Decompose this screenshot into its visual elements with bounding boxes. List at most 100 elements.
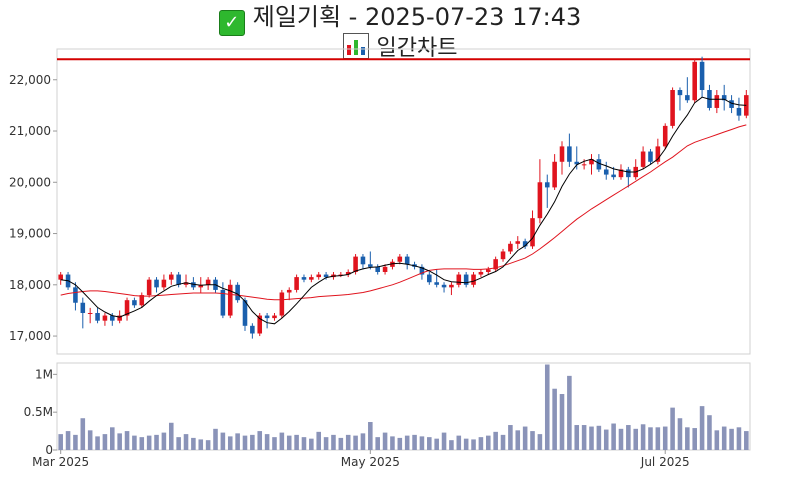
volume-bar [250, 435, 255, 450]
price-plot-frame [57, 49, 750, 354]
volume-bar [95, 436, 100, 450]
candle-body [58, 275, 63, 280]
price-panel: 17,00018,00019,00020,00021,00022,000 [9, 57, 750, 343]
volume-bar [715, 430, 720, 450]
candle-body [449, 285, 454, 288]
volume-bar [523, 427, 528, 450]
volume-bar [545, 365, 550, 450]
candle-body [353, 257, 358, 272]
candle-body [715, 95, 720, 108]
candle-body [147, 280, 152, 295]
price-tick-label: 19,000 [9, 227, 51, 241]
volume-bar [235, 433, 240, 450]
volume-bar [670, 408, 675, 450]
candle-body [280, 292, 285, 315]
candle-body [560, 146, 565, 161]
candle-body [515, 241, 520, 244]
volume-bar [81, 418, 86, 450]
volume-bar [280, 433, 285, 450]
volume-bar [73, 435, 78, 450]
candle-body [626, 169, 631, 177]
volume-bar [722, 427, 727, 450]
volume-bar [508, 425, 513, 450]
volume-bar [479, 437, 484, 450]
candle-body [169, 275, 174, 280]
volume-bar [515, 430, 520, 450]
candle-body [479, 272, 484, 275]
candle-body [663, 126, 668, 147]
volume-bar [324, 437, 329, 450]
candle-body [176, 275, 181, 285]
volume-tick-label: 1M [35, 367, 53, 381]
candle-body [88, 313, 93, 314]
volume-bar [604, 430, 609, 450]
volume-bar [737, 427, 742, 450]
candle-body [368, 264, 373, 267]
volume-bar [309, 439, 314, 450]
volume-bar [678, 418, 683, 450]
candle-body [648, 152, 653, 162]
volume-bar [221, 433, 226, 450]
volume-bar [206, 440, 211, 450]
candle-body [604, 169, 609, 174]
candle-body [442, 285, 447, 288]
volume-bar [405, 436, 410, 450]
volume-bar [257, 431, 262, 450]
volume-bar [58, 434, 63, 450]
volume-bar [656, 427, 661, 450]
price-tick-label: 18,000 [9, 278, 51, 292]
volume-bar [346, 435, 351, 450]
volume-bar [147, 436, 152, 450]
volume-bar [560, 394, 565, 450]
volume-bar [744, 431, 749, 450]
candle-body [508, 244, 513, 252]
candle-body [375, 267, 380, 272]
volume-plot-frame [57, 363, 750, 450]
volume-panel: 0 0.5M 1M Mar 2025 May 2025 Jul 2025 [24, 365, 749, 469]
volume-bar [707, 415, 712, 450]
volume-bar [191, 438, 196, 450]
candle-body [545, 182, 550, 187]
candle-body [582, 164, 587, 165]
volume-bar [184, 434, 189, 450]
volume-bar [552, 389, 557, 450]
candle-body [670, 90, 675, 126]
candle-body [250, 326, 255, 334]
volume-bar [729, 429, 734, 450]
volume-bar [611, 424, 616, 450]
candle-body [103, 316, 108, 321]
candle-body [538, 182, 543, 218]
volume-bar [574, 425, 579, 450]
volume-bar [626, 425, 631, 450]
candle-body [641, 152, 646, 167]
candle-body [471, 275, 476, 285]
candle-body [287, 290, 292, 293]
candle-body [324, 275, 329, 278]
volume-bar [464, 439, 469, 450]
date-tick-label: Jul 2025 [640, 455, 690, 469]
price-tick-label: 22,000 [9, 73, 51, 87]
volume-bar [442, 433, 447, 450]
candle-body [567, 146, 572, 161]
candle-body [501, 251, 506, 259]
candle-body [361, 257, 366, 265]
candle-body [427, 275, 432, 283]
candle-body [737, 108, 742, 116]
volume-bar [368, 422, 373, 450]
volume-bar [398, 438, 403, 450]
volume-bar [420, 436, 425, 450]
volume-bar [663, 427, 668, 450]
volume-bar [110, 427, 115, 450]
volume-bar [633, 429, 638, 450]
candle-body [154, 280, 159, 288]
volume-bar [272, 437, 277, 450]
volume-bar [582, 425, 587, 450]
candle-body [464, 275, 469, 285]
volume-bar [353, 436, 358, 450]
volume-bar [390, 436, 395, 450]
volume-bar [132, 436, 137, 450]
candle-body [486, 269, 491, 272]
candle-body [132, 300, 137, 305]
volume-bar [294, 435, 299, 450]
